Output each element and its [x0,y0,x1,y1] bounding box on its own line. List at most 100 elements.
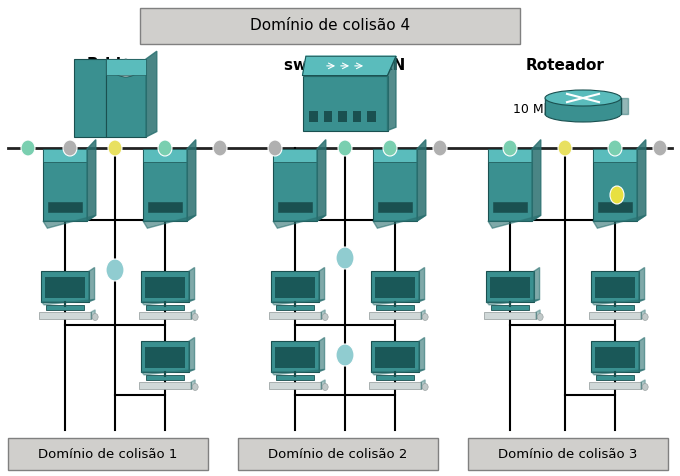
Polygon shape [591,369,645,375]
Bar [377,376,413,380]
Bar [139,382,191,389]
Polygon shape [271,299,324,305]
Bar [273,149,317,162]
Bar [277,376,313,380]
Polygon shape [419,337,424,372]
Ellipse shape [158,140,172,156]
Bar [596,376,634,380]
Ellipse shape [503,140,517,156]
Bar [378,202,411,212]
Bar [275,278,315,298]
Polygon shape [641,310,645,319]
Polygon shape [545,98,621,114]
Bar [369,312,421,319]
Ellipse shape [433,140,447,156]
Bar [148,202,182,212]
Ellipse shape [108,140,122,156]
Bar [373,149,417,162]
Bar [377,306,413,310]
Bar [488,149,532,221]
Bar [48,202,82,212]
Ellipse shape [21,140,35,156]
Bar [488,149,532,162]
Bar [492,306,528,310]
Bar [146,306,184,310]
Polygon shape [43,215,96,228]
Text: switch de LAN: switch de LAN [284,58,406,72]
FancyBboxPatch shape [8,438,208,470]
Bar [45,278,85,298]
Polygon shape [371,299,424,305]
Polygon shape [191,380,195,389]
Polygon shape [421,380,425,389]
Ellipse shape [537,314,543,320]
Bar [490,278,530,298]
Bar [484,312,536,319]
Bar [271,271,319,302]
Ellipse shape [336,247,354,269]
Polygon shape [488,215,541,228]
Ellipse shape [63,140,77,156]
Ellipse shape [422,314,428,320]
Bar [375,278,415,298]
Polygon shape [273,215,326,228]
Polygon shape [641,380,645,389]
Polygon shape [373,215,426,228]
Bar [105,59,146,137]
Bar [596,306,634,310]
Bar [278,202,311,212]
Polygon shape [189,337,194,372]
Bar [275,347,315,368]
FancyBboxPatch shape [468,438,668,470]
Polygon shape [536,310,540,319]
Ellipse shape [322,314,328,320]
Bar [486,271,534,302]
Bar [589,312,641,319]
Ellipse shape [422,384,428,390]
Polygon shape [187,139,196,221]
Ellipse shape [192,314,198,320]
Text: Bridge: Bridge [87,58,143,72]
Polygon shape [486,299,539,305]
Polygon shape [271,369,324,375]
Bar [373,149,417,221]
Polygon shape [532,139,541,221]
Polygon shape [143,215,196,228]
Bar [269,382,321,389]
Bar [271,341,319,372]
Ellipse shape [383,140,397,156]
Polygon shape [593,215,646,228]
Bar [375,347,415,368]
Bar [593,149,637,221]
Bar [105,59,146,75]
Ellipse shape [192,384,198,390]
Bar [338,111,347,122]
Bar [143,149,187,162]
Ellipse shape [268,140,282,156]
Bar [277,306,313,310]
Polygon shape [141,369,194,375]
Ellipse shape [642,384,648,390]
Polygon shape [639,337,645,372]
Polygon shape [534,268,539,302]
Bar [141,341,189,372]
Bar [43,149,87,162]
Bar [309,111,318,122]
Polygon shape [191,310,195,319]
Bar [39,312,91,319]
Bar [371,271,419,302]
Text: Domínio de colisão 1: Domínio de colisão 1 [38,447,177,460]
Polygon shape [421,310,425,319]
Polygon shape [91,310,95,319]
Bar [43,149,87,221]
Bar [145,278,185,298]
FancyBboxPatch shape [140,8,520,44]
Polygon shape [621,98,628,114]
Polygon shape [321,310,325,319]
Bar [493,202,527,212]
Ellipse shape [545,90,621,106]
Polygon shape [637,139,646,221]
Bar [74,59,105,137]
Polygon shape [317,139,326,221]
Text: 10 Mbps: 10 Mbps [513,103,566,117]
